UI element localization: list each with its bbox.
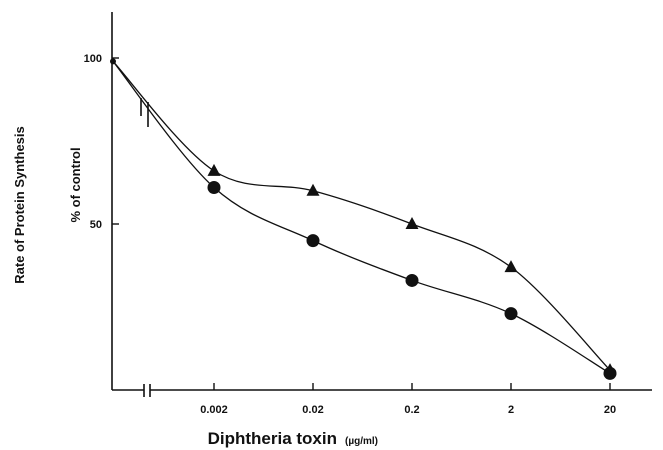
circle-marker [504,307,518,321]
y-axis-subtitle: % of control [68,147,83,222]
circle-series-curve [112,60,611,374]
x-tick-label: 2 [508,404,514,416]
x-tick-label: 20 [604,404,616,416]
axes [111,12,652,397]
triangle-series-curve [112,60,611,371]
x-tick-label: 0.002 [200,404,228,416]
circle-marker [405,273,419,287]
x-tick-label: 0.02 [302,404,323,416]
y-axis-title: Rate of Protein Synthesis [12,126,27,283]
y-tick-label: 100 [84,53,102,65]
x-axis-title: Diphtheria toxin [208,429,337,448]
markers [110,58,617,380]
tick-labels: 100 50 0.002 0.02 0.2 2 20 [84,53,616,416]
triangle-marker [306,183,320,196]
curves [112,60,611,374]
control-marker [110,58,116,65]
triangle-marker [405,217,419,229]
circle-marker [207,180,221,194]
x-axis-unit: (µg/ml) [345,436,378,447]
y-tick-label: 50 [90,219,102,231]
triangle-marker [504,260,518,273]
triangle-marker [207,163,221,176]
x-tick-label: 0.2 [404,404,419,416]
circle-marker [306,234,320,248]
circle-marker [603,366,617,380]
